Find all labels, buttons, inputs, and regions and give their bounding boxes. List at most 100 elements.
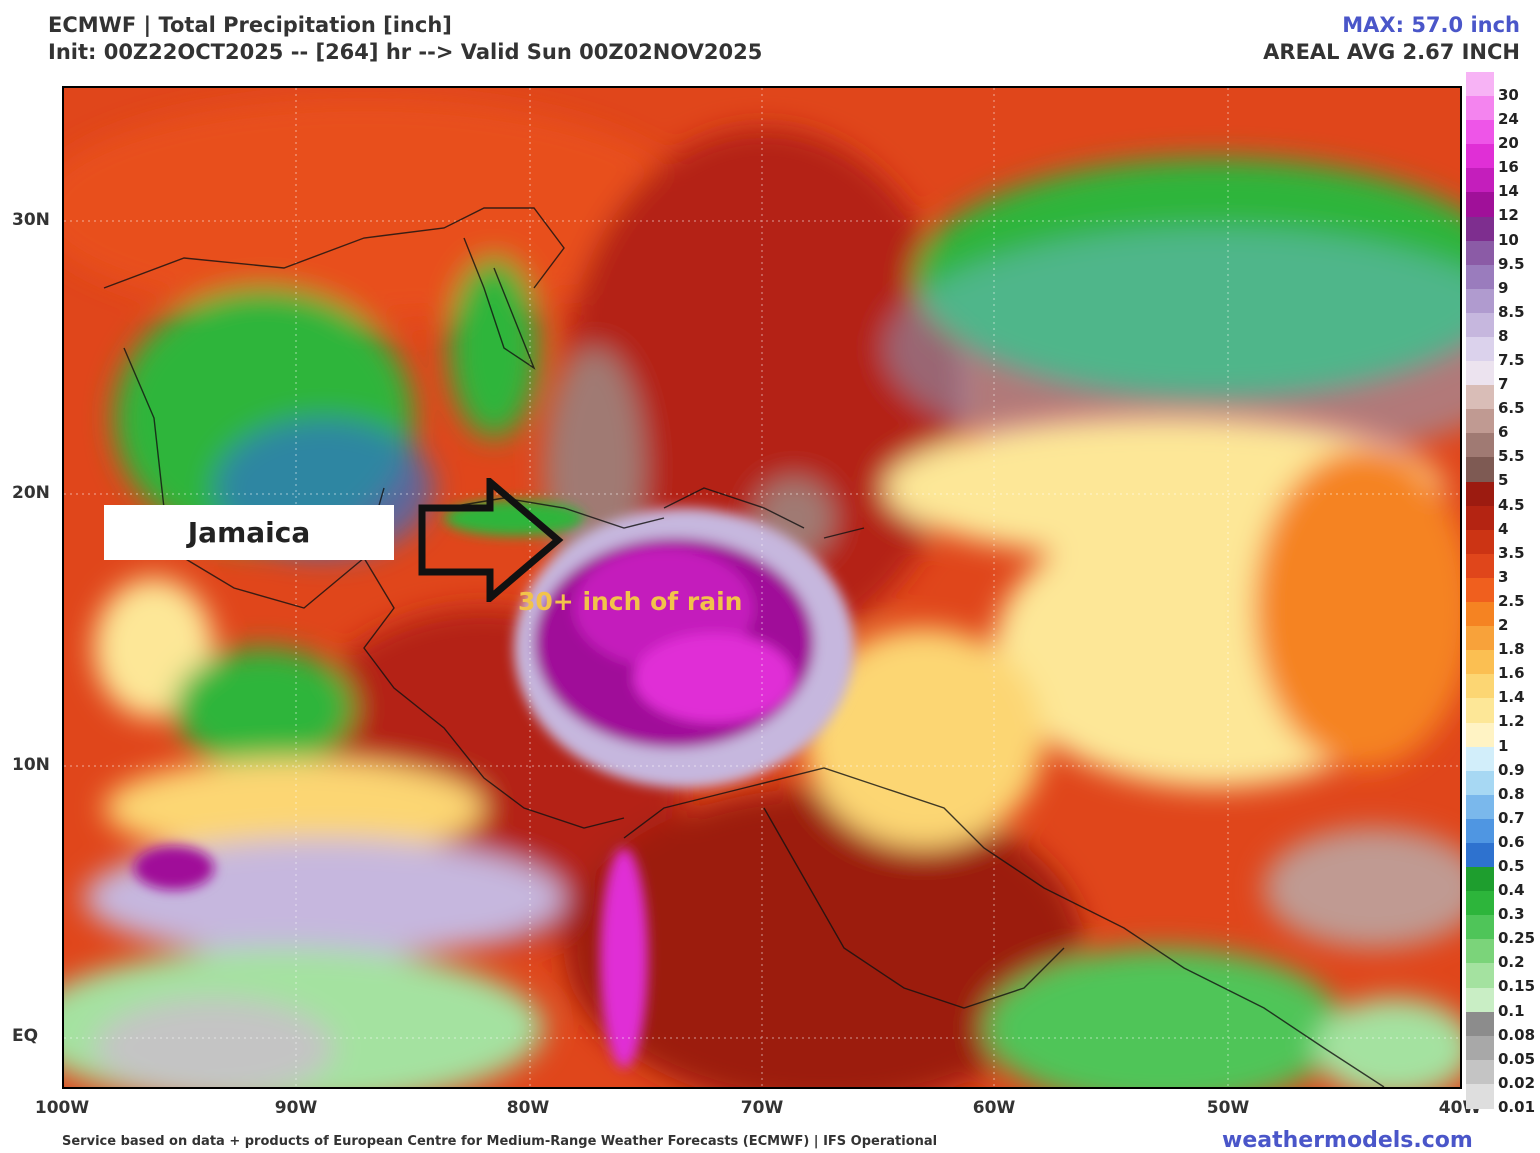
data-credit: Service based on data + products of Euro… xyxy=(62,1134,938,1149)
color-scale-label: 0.8 xyxy=(1498,784,1525,803)
color-scale-label: 12 xyxy=(1498,206,1519,225)
color-scale-label: 0.6 xyxy=(1498,832,1525,851)
color-scale-label: 0.2 xyxy=(1498,953,1525,972)
color-scale-swatch xyxy=(1466,770,1494,796)
color-scale-swatch xyxy=(1466,72,1494,97)
color-scale-label: 0.02 xyxy=(1498,1073,1536,1092)
lon-label-80w: 80W xyxy=(506,1098,550,1118)
color-scale-swatch xyxy=(1466,818,1494,844)
color-scale-label: 16 xyxy=(1498,158,1519,177)
color-scale-swatch xyxy=(1466,987,1494,1013)
precipitation-map xyxy=(62,86,1462,1089)
color-scale-label: 0.15 xyxy=(1498,977,1536,996)
color-scale-swatch xyxy=(1466,216,1494,242)
lat-label-10n: 10N xyxy=(12,755,50,775)
color-scale-swatch xyxy=(1466,1011,1494,1037)
color-scale-swatch xyxy=(1466,192,1494,218)
color-scale-label: 24 xyxy=(1498,110,1519,129)
color-scale-swatch xyxy=(1466,361,1494,387)
color-scale-swatch xyxy=(1466,1035,1494,1061)
rainfall-annotation: 30+ inch of rain xyxy=(518,587,743,616)
color-scale-swatch xyxy=(1466,842,1494,868)
color-scale-swatch xyxy=(1466,288,1494,314)
color-scale-swatch xyxy=(1466,891,1494,917)
color-scale-label: 1.4 xyxy=(1498,688,1525,707)
lon-label-70w: 70W xyxy=(740,1098,784,1118)
color-scale-label: 7.5 xyxy=(1498,351,1525,370)
color-scale-label: 30 xyxy=(1498,86,1519,104)
color-scale-label: 3 xyxy=(1498,567,1509,586)
color-scale-swatch xyxy=(1466,240,1494,266)
color-scale-label: 5 xyxy=(1498,471,1509,490)
color-scale-swatch xyxy=(1466,481,1494,507)
color-scale-label: 6.5 xyxy=(1498,399,1525,418)
color-scale-swatch xyxy=(1466,312,1494,338)
color-scale-label: 0.4 xyxy=(1498,881,1525,900)
arrow-icon xyxy=(418,478,564,602)
color-scale-swatch xyxy=(1466,674,1494,700)
max-value: MAX: 57.0 inch xyxy=(1342,13,1520,37)
color-scale-label: 14 xyxy=(1498,182,1519,201)
lat-label-30n: 30N xyxy=(12,210,50,230)
color-scale-swatch xyxy=(1466,120,1494,146)
lon-label-100w: 100W xyxy=(34,1098,90,1118)
color-scale-label: 0.25 xyxy=(1498,929,1536,948)
color-scale-swatch xyxy=(1466,939,1494,965)
color-scale-swatch xyxy=(1466,168,1494,194)
color-scale-label: 3.5 xyxy=(1498,543,1525,562)
color-scale-label: 1.2 xyxy=(1498,712,1525,731)
color-scale-swatch xyxy=(1466,1059,1494,1085)
color-scale-swatch xyxy=(1466,698,1494,724)
color-scale-label: 0.1 xyxy=(1498,1001,1525,1020)
color-scale-label: 1 xyxy=(1498,736,1509,755)
color-scale-label: 0.08 xyxy=(1498,1025,1536,1044)
lon-label-90w: 90W xyxy=(274,1098,318,1118)
color-scale-swatch xyxy=(1466,529,1494,555)
color-scale-label: 10 xyxy=(1498,230,1519,249)
color-scale-label: 20 xyxy=(1498,134,1519,153)
color-scale-swatch xyxy=(1466,602,1494,628)
color-scale-label: 0.3 xyxy=(1498,905,1525,924)
color-scale-label: 4 xyxy=(1498,519,1509,538)
color-scale-swatch xyxy=(1466,553,1494,579)
color-scale-label: 8.5 xyxy=(1498,302,1525,321)
color-scale-label: 2.5 xyxy=(1498,591,1525,610)
color-scale-label: 0.5 xyxy=(1498,856,1525,875)
color-scale-swatch xyxy=(1466,650,1494,676)
color-scale-swatch xyxy=(1466,337,1494,363)
color-scale-label: 7 xyxy=(1498,375,1509,394)
color-scale-swatch xyxy=(1466,144,1494,170)
color-scale-swatch xyxy=(1466,96,1494,122)
color-scale-swatch xyxy=(1466,264,1494,290)
color-scale-swatch xyxy=(1466,794,1494,820)
color-scale-label: 9 xyxy=(1498,278,1509,297)
color-scale-label: 9.5 xyxy=(1498,254,1525,273)
color-scale-bar xyxy=(1466,72,1494,1109)
color-scale-swatch xyxy=(1466,433,1494,459)
color-scale-swatch xyxy=(1466,867,1494,893)
color-scale-label: 0.01 xyxy=(1498,1097,1536,1116)
init-valid-line: Init: 00Z22OCT2025 -- [264] hr --> Valid… xyxy=(48,40,763,64)
color-scale-swatch xyxy=(1466,577,1494,603)
color-scale-label: 0.9 xyxy=(1498,760,1525,779)
color-scale-swatch xyxy=(1466,457,1494,483)
color-scale-swatch xyxy=(1466,626,1494,652)
color-scale-label: 2 xyxy=(1498,616,1509,635)
color-scale-label: 6 xyxy=(1498,423,1509,442)
areal-average: AREAL AVG 2.67 INCH xyxy=(1263,40,1520,64)
site-link[interactable]: weathermodels.com xyxy=(1222,1128,1473,1153)
color-scale-label: 1.6 xyxy=(1498,664,1525,683)
color-scale-label: 5.5 xyxy=(1498,447,1525,466)
lat-label-eq: EQ xyxy=(12,1026,39,1046)
lon-label-60w: 60W xyxy=(972,1098,1016,1118)
jamaica-label: Jamaica xyxy=(104,505,394,560)
color-scale-swatch xyxy=(1466,505,1494,531)
color-scale-swatch xyxy=(1466,409,1494,435)
color-scale-label: 4.5 xyxy=(1498,495,1525,514)
color-scale-swatch xyxy=(1466,722,1494,748)
color-scale-label: 1.8 xyxy=(1498,640,1525,659)
color-scale-swatch xyxy=(1466,963,1494,989)
color-scale-swatch xyxy=(1466,385,1494,411)
map-title: ECMWF | Total Precipitation [inch] xyxy=(48,13,452,37)
color-scale-swatch xyxy=(1466,746,1494,772)
